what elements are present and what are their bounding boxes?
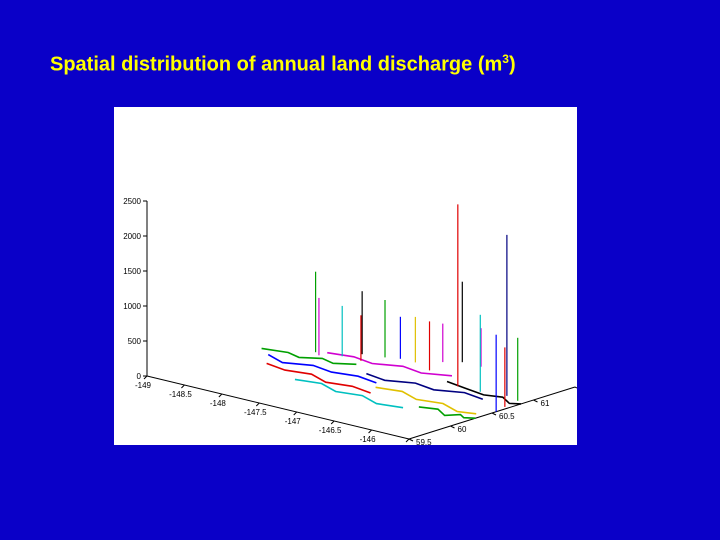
x-axis-line (146, 375, 410, 440)
watershed-outline-0 (261, 347, 357, 366)
z-tick-label: 500 (128, 337, 142, 346)
z-tick-label: 0 (137, 372, 142, 381)
watershed-outline-4 (294, 378, 404, 409)
x-tick-label: -148 (210, 399, 227, 408)
watershed-outline-5 (366, 372, 484, 401)
x-tick-mark (143, 375, 148, 380)
y-tick-mark (574, 386, 577, 389)
z-tick-label: 2000 (123, 232, 141, 241)
x-tick-label: -146.5 (319, 426, 342, 435)
watershed-outline-6 (375, 386, 477, 415)
watershed-outline-2 (266, 362, 371, 394)
y-tick-mark (533, 399, 538, 403)
y-tick-label: 60.5 (499, 412, 515, 421)
x-tick-mark (218, 393, 223, 398)
x-tick-label: -148.5 (169, 390, 192, 399)
z-tick-label: 1500 (123, 267, 141, 276)
z-tick-label: 2500 (123, 197, 141, 206)
x-tick-label: -147.5 (244, 408, 267, 417)
x-tick-mark (293, 411, 298, 416)
y-tick-label: 61 (541, 399, 550, 408)
watershed-outline-7 (446, 380, 522, 405)
title-close-paren: ) (508, 53, 516, 76)
z-tick-label: 1000 (123, 302, 141, 311)
y-tick-mark (408, 438, 414, 442)
watershed-outline-8 (418, 406, 476, 419)
watershed-outline-3 (327, 351, 453, 377)
x-tick-label: -145.5 (394, 444, 417, 445)
slide-title: Spatial distribution of annual land disc… (50, 52, 516, 77)
watershed-outline-1 (267, 353, 377, 384)
y-tick-mark (491, 412, 497, 416)
x-tick-mark (368, 429, 372, 434)
chart-figure: 0 500 1000 1500 2000 2500 -149 -148.5 -148 -147.5… (114, 107, 577, 445)
y-tick-label: 60 (458, 425, 467, 434)
title-text: Spatial distribution of annual land disc… (50, 53, 503, 76)
x-tick-mark (330, 420, 335, 425)
x-tick-mark (255, 402, 260, 407)
chart-svg: 0 500 1000 1500 2000 2500 -149 -148.5 -148 -147.5… (123, 197, 577, 445)
title-superscript: 3 (502, 52, 509, 66)
x-tick-mark (405, 438, 410, 443)
y-tick-mark (450, 425, 455, 429)
x-tick-label: -147 (285, 417, 302, 426)
y-tick-label: 59.5 (416, 438, 432, 445)
x-tick-label: -149 (135, 381, 152, 390)
x-tick-label: -146 (360, 435, 377, 444)
x-tick-mark (181, 384, 185, 389)
